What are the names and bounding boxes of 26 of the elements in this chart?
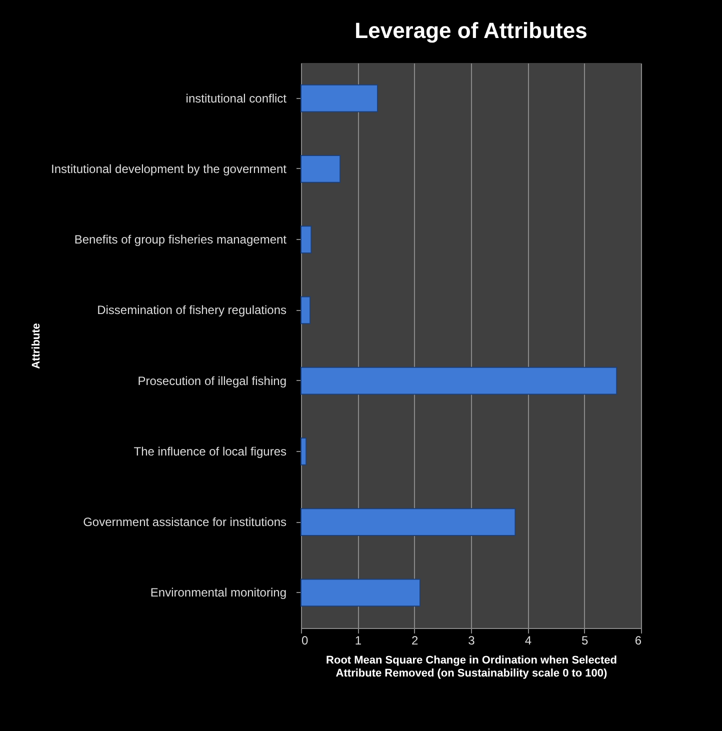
x-tick-label: 6 <box>634 634 642 648</box>
y-tick-label: Environmental monitoring <box>150 586 286 600</box>
bar <box>300 155 341 183</box>
y-tick-label: Dissemination of fishery regulations <box>97 303 286 318</box>
bar <box>300 226 312 254</box>
x-tick-label: 3 <box>468 634 476 648</box>
y-tick-label: The influence of local figures <box>134 444 286 458</box>
y-axis-title: Attribute <box>30 323 42 369</box>
bar <box>300 296 311 324</box>
x-tick-label: 5 <box>581 634 588 648</box>
bar <box>300 508 516 536</box>
bar <box>300 84 378 112</box>
x-tick-label: 2 <box>411 634 418 648</box>
y-tick-label: Government assistance for institutions <box>83 515 286 530</box>
bar <box>300 578 420 607</box>
y-tick-label: Prosecution of illegal fishing <box>138 374 286 388</box>
x-tick-label: 1 <box>354 634 362 648</box>
y-tick-label: Benefits of group fisheries management <box>74 232 288 247</box>
x-tick-label: 4 <box>524 634 532 648</box>
y-tick-label: Institutional development by the government <box>51 162 288 176</box>
x-axis-title: Root Mean Square Change in Ordination when Selected Attribute Removed (on Sustainability scale 0 to 100) <box>326 654 617 680</box>
chart-title: Leverage of Attributes <box>354 18 588 43</box>
bar <box>300 366 618 395</box>
x-tick-label: 0 <box>302 634 308 648</box>
y-tick-label: institutional conflict <box>186 91 288 106</box>
bar <box>300 438 307 466</box>
